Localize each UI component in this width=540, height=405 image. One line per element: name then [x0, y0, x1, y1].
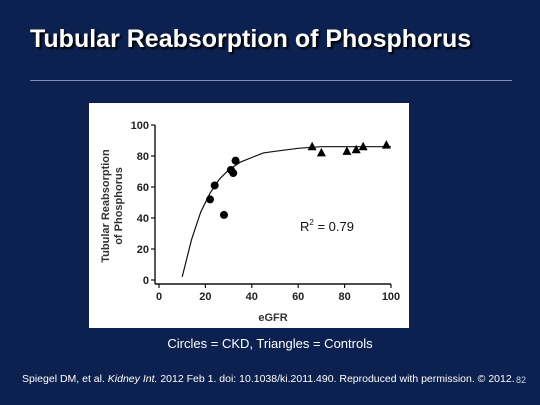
control-point	[316, 147, 326, 157]
control-point	[381, 140, 391, 149]
citation: Spiegel DM, et al. Kidney Int. 2012 Feb …	[22, 373, 515, 385]
r-squared-value: = 0.79	[314, 219, 354, 234]
x-tick-label: 80	[338, 291, 350, 303]
y-tick-label: 20	[137, 244, 149, 256]
slide-title: Tubular Reabsorption of Phosphorus	[30, 25, 472, 53]
title-divider	[30, 80, 512, 81]
slide-number: 82	[515, 375, 526, 385]
data-points	[206, 140, 391, 219]
control-point	[358, 141, 368, 151]
r-squared-sup: 2	[309, 218, 314, 227]
chart-caption: Circles = CKD, Triangles = Controls	[167, 336, 373, 351]
y-tick-label: 100	[131, 120, 149, 132]
x-tick-label: 20	[199, 291, 211, 303]
axes: 0 20 40 60 80 100 0 20 40 60 80 100	[131, 120, 401, 303]
fit-curve	[181, 146, 391, 278]
scatter-chart: Tubular Reabsorption of Phosphorus eGFR …	[100, 120, 401, 324]
y-axis-title: Tubular Reabsorption of Phosphorus	[100, 149, 125, 263]
r-squared-annotation: R2 = 0.79	[300, 218, 354, 234]
citation-journal: Kidney Int.	[107, 373, 158, 385]
ckd-point	[210, 181, 219, 190]
ckd-point	[206, 195, 215, 204]
citation-authors: Spiegel DM, et al.	[22, 373, 108, 385]
x-axis-title: eGFR	[258, 312, 287, 324]
y-tick-label: 60	[137, 182, 149, 194]
ckd-point	[219, 210, 228, 219]
ckd-point	[231, 156, 240, 165]
y-tick-label: 40	[137, 213, 149, 225]
y-axis-title-line-2: of Phosphorus	[113, 167, 125, 245]
control-point	[342, 146, 352, 155]
y-tick-label: 80	[137, 151, 149, 163]
x-tick-label: 40	[246, 291, 258, 303]
x-tick-label: 60	[292, 291, 304, 303]
y-tick-label: 0	[143, 275, 149, 287]
chart-panel: Tubular Reabsorption of Phosphorus eGFR …	[89, 103, 409, 328]
r-squared-base: R	[300, 219, 309, 234]
x-tick-label: 100	[382, 291, 400, 303]
control-point	[307, 141, 317, 151]
control-point	[351, 144, 361, 154]
y-axis-title-line-1: Tubular Reabsorption	[100, 149, 112, 263]
citation-details: 2012 Feb 1. doi: 10.1038/ki.2011.490. Re…	[157, 373, 515, 385]
ckd-point	[229, 169, 238, 178]
x-tick-label: 0	[156, 291, 162, 303]
